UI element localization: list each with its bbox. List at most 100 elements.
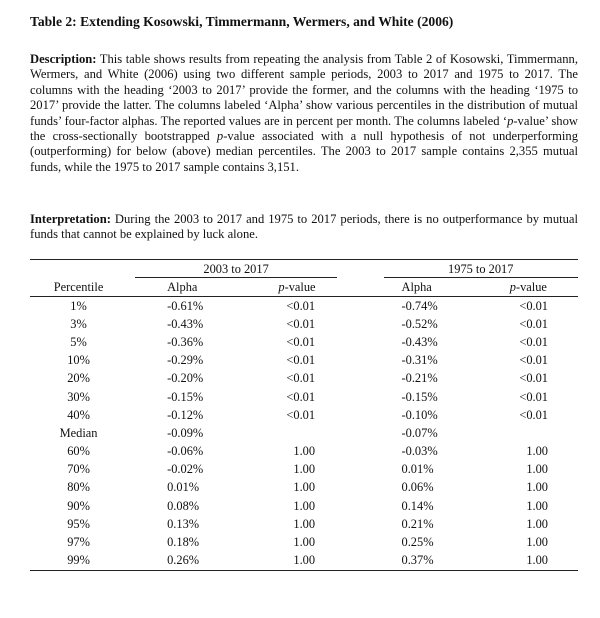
pvalue-2003-cell: 1.00	[293, 480, 316, 495]
description-text-2: -value’ show the cross-sectionally boots…	[30, 113, 578, 144]
table-row: 95% 0.13% 1.00 0.21% 1.00	[30, 515, 578, 533]
percentile-cell: 20%	[67, 371, 90, 386]
spacer-cell	[345, 497, 375, 515]
spacer-cell	[345, 315, 375, 333]
alpha-1975-cell: 0.01%	[401, 462, 434, 477]
pvalue-2003-cell: 1.00	[293, 444, 316, 459]
alpha-2003-cell: -0.29%	[167, 353, 204, 368]
alpha-2003-cell: 0.18%	[167, 535, 200, 550]
percentile-cell: 30%	[67, 389, 90, 404]
alpha-1975-cell: 0.06%	[401, 480, 434, 495]
description-text-1: This table shows results from repeating …	[30, 52, 578, 128]
alpha-1975-cell: -0.21%	[401, 371, 438, 386]
percentile-cell: 80%	[67, 480, 90, 495]
results-table: 2003 to 2017 1975 to 2017 Percentile Alp…	[30, 259, 578, 571]
alpha-1975-cell: 0.37%	[375, 551, 479, 571]
alpha-2003-cell: -0.02%	[167, 462, 204, 477]
group-header-1975-2017: 1975 to 2017	[383, 262, 578, 278]
table-row: 60% -0.06% 1.00 -0.03% 1.00	[30, 443, 578, 461]
interpretation-paragraph: Interpretation: During the 2003 to 2017 …	[30, 212, 578, 243]
spacer-cell	[345, 533, 375, 551]
alpha-1975-cell: -0.03%	[401, 444, 438, 459]
alpha-1975-cell: -0.31%	[401, 353, 438, 368]
alpha-2003-cell: 0.01%	[167, 480, 200, 495]
pvalue-1975-cell: <0.01	[519, 371, 548, 386]
percentile-cell: 97%	[67, 535, 90, 550]
spacer-cell	[345, 333, 375, 351]
alpha-1975-cell: -0.43%	[401, 334, 438, 349]
header-pvalue-1975: p-value	[478, 278, 578, 297]
interpretation-label: Interpretation:	[30, 212, 111, 226]
spacer-cell	[345, 370, 375, 388]
table-row: 1% -0.61% <0.01 -0.74% <0.01	[30, 297, 578, 316]
alpha-2003-cell: -0.36%	[167, 334, 204, 349]
table-row: 80% 0.01% 1.00 0.06% 1.00	[30, 479, 578, 497]
alpha-1975-cell: -0.74%	[401, 298, 438, 313]
spacer-cell	[345, 352, 375, 370]
table-row: 20% -0.20% <0.01 -0.21% <0.01	[30, 370, 578, 388]
pvalue-1975-cell: 1.00	[526, 498, 548, 513]
description-paragraph: Description: This table shows results fr…	[30, 52, 578, 175]
percentile-cell: 90%	[67, 498, 90, 513]
percentile-cell: 3%	[70, 316, 87, 331]
spacer-cell	[345, 424, 375, 442]
pvalue-2003-cell: <0.01	[286, 353, 316, 368]
pvalue-1975-cell: <0.01	[519, 353, 548, 368]
alpha-2003-cell: 0.08%	[167, 498, 200, 513]
table-row: 3% -0.43% <0.01 -0.52% <0.01	[30, 315, 578, 333]
table-row: 40% -0.12% <0.01 -0.10% <0.01	[30, 406, 578, 424]
pvalue-1975-cell: 1.00	[526, 462, 548, 477]
spacer-cell	[345, 297, 375, 316]
pvalue-2003-cell: 1.00	[293, 516, 316, 531]
table-row: 70% -0.02% 1.00 0.01% 1.00	[30, 461, 578, 479]
alpha-2003-cell: -0.09%	[167, 425, 204, 440]
description-p-italic-1: p	[507, 113, 514, 128]
alpha-2003-cell: -0.61%	[167, 298, 204, 313]
pvalue-1975-cell: <0.01	[519, 334, 548, 349]
pvalue-2003-cell: 1.00	[248, 551, 346, 571]
spacer-cell	[345, 388, 375, 406]
description-p-italic-2: p	[216, 129, 224, 144]
table-row: 10% -0.29% <0.01 -0.31% <0.01	[30, 352, 578, 370]
spacer-cell	[345, 443, 375, 461]
percentile-cell: 40%	[67, 407, 90, 422]
table-row: 99% 0.26% 1.00 0.37% 1.00	[30, 551, 578, 571]
pvalue-1975-cell: <0.01	[519, 407, 548, 422]
table-row: 30% -0.15% <0.01 -0.15% <0.01	[30, 388, 578, 406]
pvalue-1975-cell: 1.00	[526, 516, 548, 531]
alpha-2003-cell: -0.12%	[167, 407, 204, 422]
pvalue-2003-cell: <0.01	[286, 389, 316, 404]
description-label: Description:	[30, 52, 97, 66]
table-row: Median -0.09% -0.07%	[30, 424, 578, 442]
pvalue-1975-cell	[479, 424, 578, 442]
header-pvalue-2003: p-value	[248, 278, 346, 297]
description-text-3: -value associated with a null hypothesis…	[30, 129, 578, 174]
percentile-cell: 70%	[67, 462, 90, 477]
alpha-2003-cell: -0.43%	[167, 316, 204, 331]
alpha-2003-cell: 0.26%	[127, 551, 249, 571]
header-alpha-2003: Alpha	[127, 278, 249, 297]
alpha-1975-cell: 0.14%	[401, 498, 434, 513]
percentile-cell: 95%	[67, 516, 90, 531]
percentile-cell: 60%	[67, 444, 90, 459]
alpha-2003-cell: -0.20%	[167, 371, 204, 386]
pvalue-2003-cell: 1.00	[293, 535, 316, 550]
header-alpha-1975: Alpha	[375, 278, 479, 297]
percentile-cell: 10%	[67, 353, 90, 368]
pvalue-1975-cell: <0.01	[519, 316, 548, 331]
table-group-header-row: 2003 to 2017 1975 to 2017	[30, 259, 578, 278]
pvalue-1975-cell: 1.00	[526, 480, 548, 495]
spacer-cell	[345, 551, 376, 571]
alpha-1975-cell: 0.21%	[401, 516, 434, 531]
table-column-header-row: Percentile Alpha p-value Alpha p-value	[30, 278, 578, 297]
pvalue-1975-cell: 1.00	[526, 535, 548, 550]
pvalue-2003-cell: <0.01	[286, 316, 316, 331]
table-row: 97% 0.18% 1.00 0.25% 1.00	[30, 533, 578, 551]
pvalue-2003-cell: <0.01	[286, 407, 316, 422]
alpha-1975-cell: -0.07%	[401, 425, 438, 440]
alpha-2003-cell: -0.06%	[167, 444, 204, 459]
alpha-1975-cell: 0.25%	[401, 535, 434, 550]
pvalue-1975-cell: <0.01	[519, 389, 548, 404]
pvalue-2003-cell: <0.01	[286, 371, 316, 386]
